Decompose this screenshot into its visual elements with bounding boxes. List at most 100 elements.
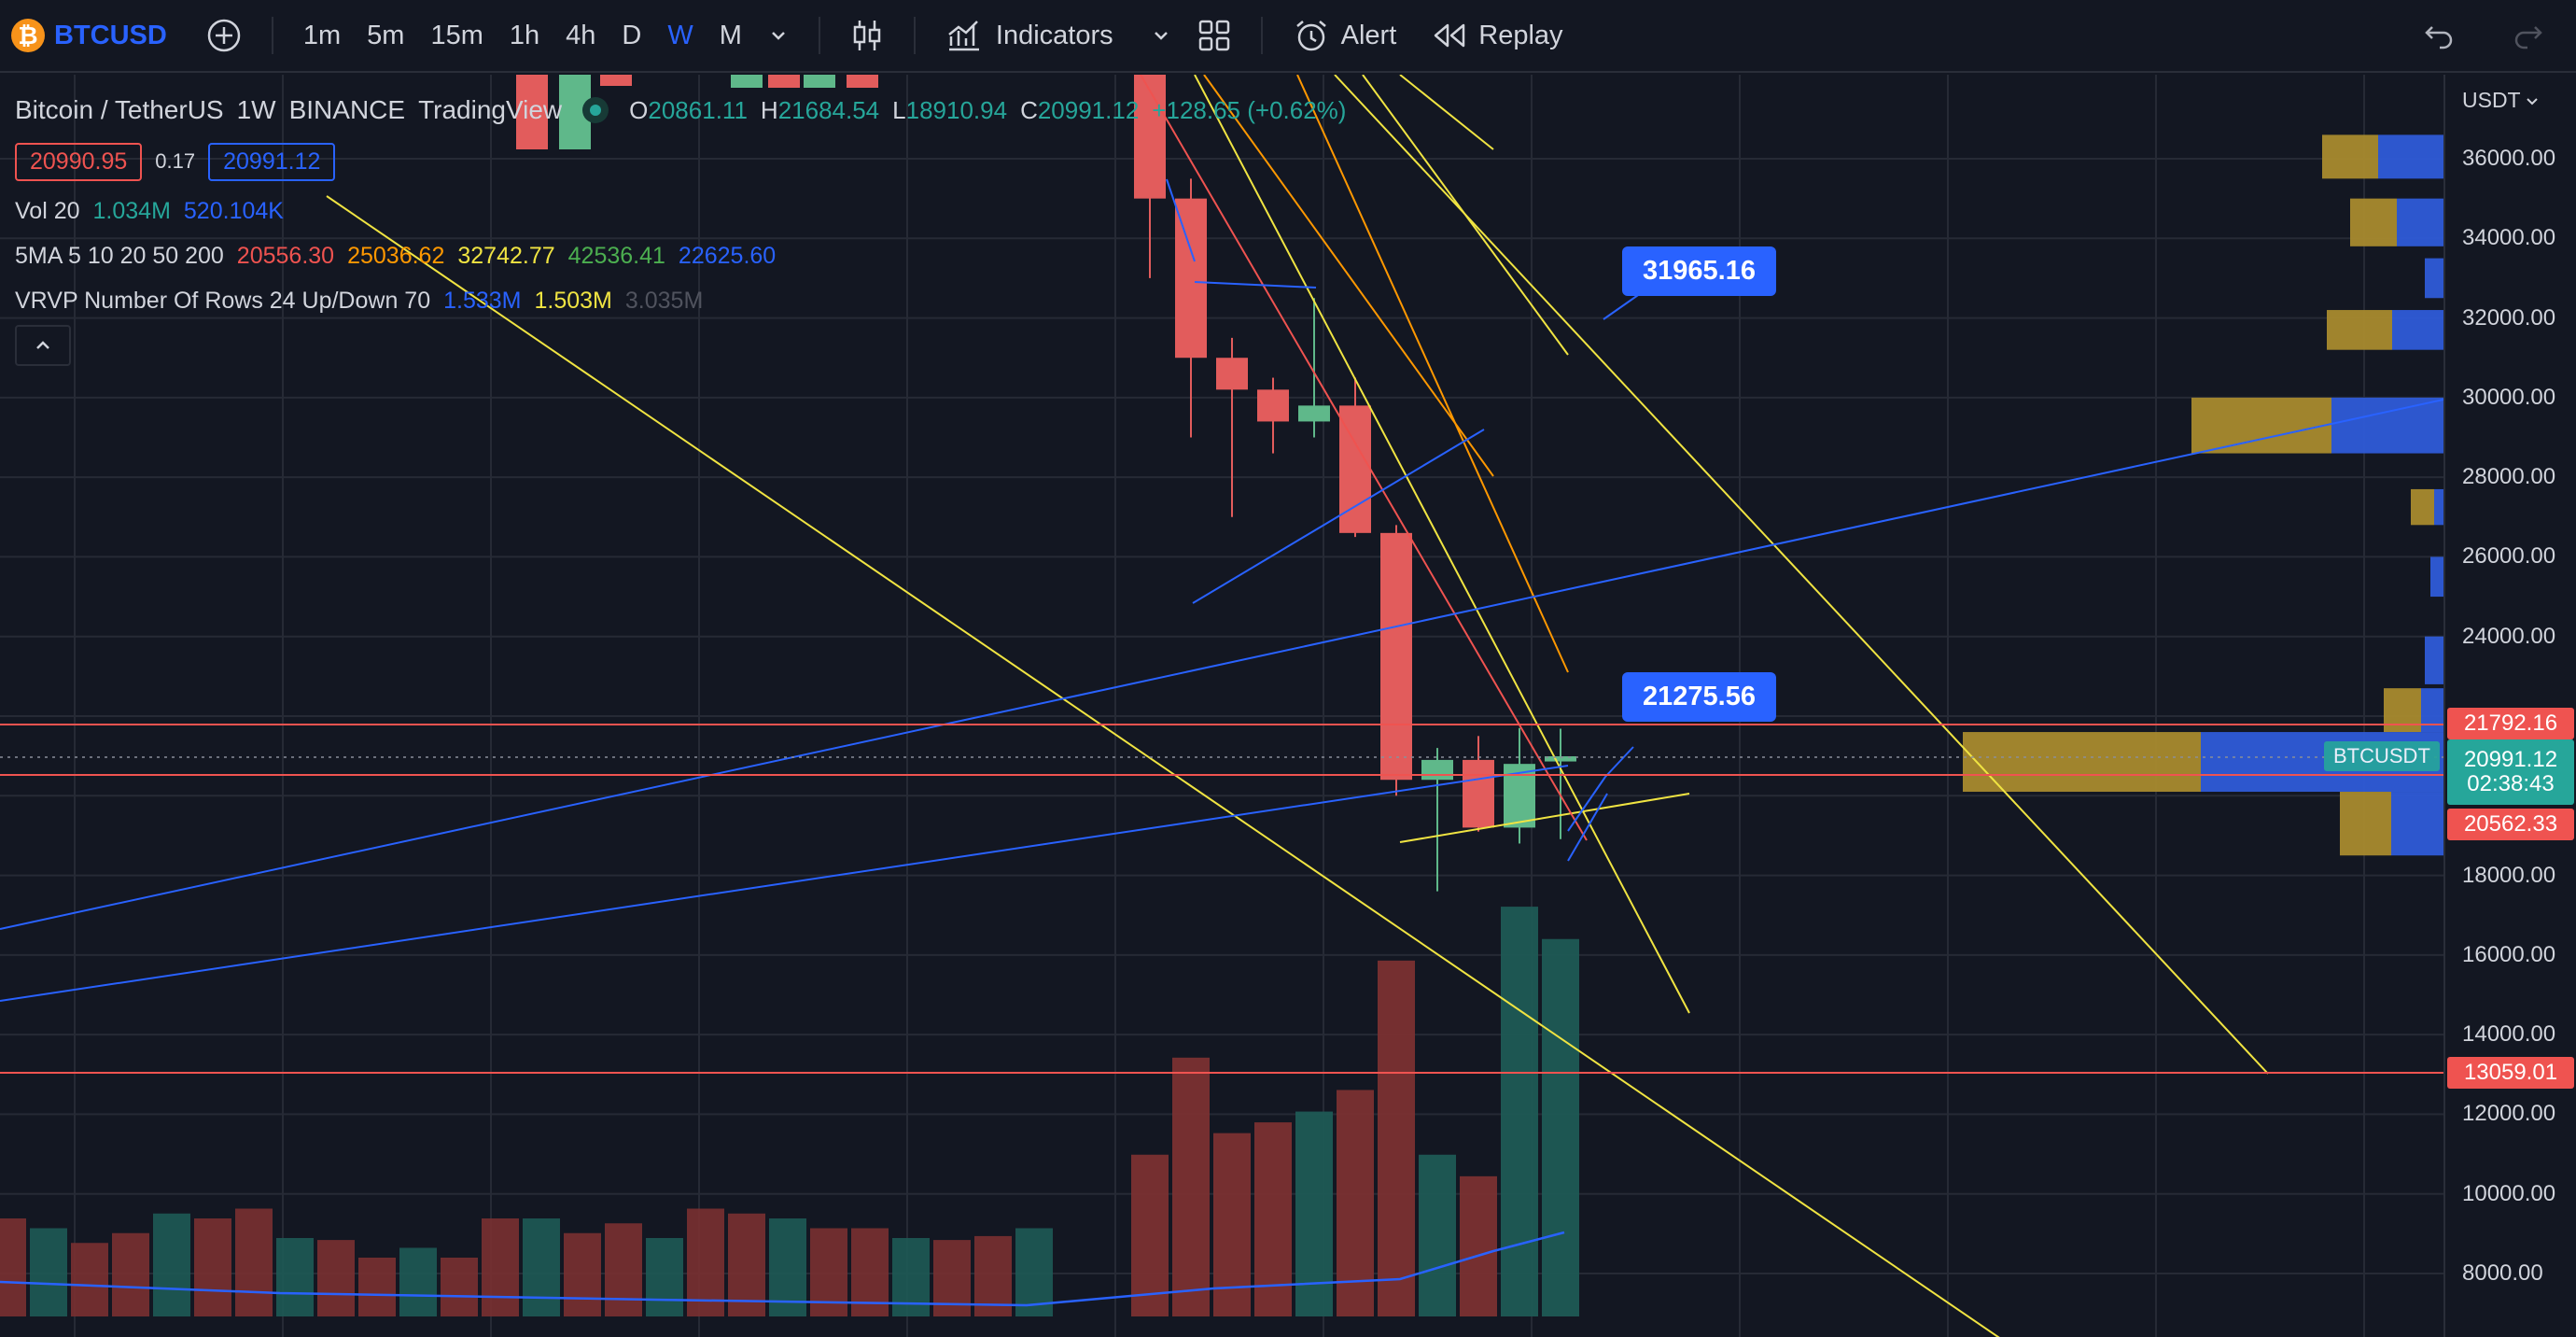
candle-body — [516, 75, 548, 149]
price-callout-upper[interactable]: 31965.16 — [1622, 246, 1776, 296]
volume-value: 1.034M — [92, 197, 171, 224]
volume-bar — [482, 1218, 519, 1316]
layout-grid-icon[interactable] — [1184, 19, 1244, 52]
bid-price-button[interactable]: 20990.95 — [15, 142, 143, 181]
symbol-price-tag: BTCUSDT — [2324, 741, 2440, 771]
ma-indicator-label[interactable]: 5MA 5 10 20 50 200 — [15, 242, 224, 269]
ohlc-h-label: H — [760, 95, 778, 124]
profile-up-bar — [2425, 636, 2443, 684]
vrvp-indicator-label[interactable]: VRVP Number Of Rows 24 Up/Down 70 — [15, 287, 431, 314]
price-tag-13059: 13059.01 — [2447, 1057, 2574, 1089]
volume-bar — [564, 1232, 601, 1316]
drawing-line — [1296, 75, 1569, 673]
volume-bar — [1501, 907, 1538, 1316]
volume-bar — [194, 1218, 231, 1316]
price-tick-label: 24000.00 — [2462, 623, 2556, 649]
compare-add-icon[interactable] — [193, 18, 255, 53]
volume-bar — [1131, 1154, 1169, 1316]
volume-bar — [1295, 1111, 1333, 1316]
alert-button[interactable]: Alert — [1280, 17, 1410, 54]
indicators-label: Indicators — [995, 20, 1113, 50]
price-tag-last: 20991.12 02:38:43 — [2447, 739, 2574, 805]
profile-down-bar — [2340, 792, 2391, 856]
drawing-line — [1603, 292, 1642, 320]
interval-label: 1W — [236, 95, 276, 124]
drawing-line — [1399, 793, 1690, 843]
timeframe-4h[interactable]: 4h — [566, 20, 596, 50]
drawing-line — [0, 399, 2443, 930]
profile-down-bar — [2322, 134, 2378, 179]
candle-body — [600, 75, 632, 86]
redo-icon[interactable] — [2498, 21, 2557, 49]
profile-down-bar — [2191, 397, 2331, 454]
currency-selector[interactable]: USDT — [2462, 88, 2540, 113]
candle-body — [1380, 532, 1412, 781]
price-tick-label: 34000.00 — [2462, 225, 2556, 251]
candle-body — [1421, 759, 1453, 781]
drawing-line — [1362, 75, 1569, 356]
profile-up-bar — [2392, 310, 2443, 350]
timeframe-w[interactable]: W — [667, 20, 693, 50]
price-tick-label: 26000.00 — [2462, 543, 2556, 570]
indicators-button[interactable]: Indicators — [932, 18, 1127, 53]
volume-bar — [769, 1218, 806, 1316]
profile-down-bar — [2327, 310, 2392, 350]
bar-countdown: 02:38:43 — [2467, 771, 2555, 796]
ma-value-3: 32742.77 — [457, 242, 555, 269]
ask-price-button[interactable]: 20991.12 — [208, 142, 336, 181]
volume-bar — [112, 1232, 149, 1316]
volume-bar — [399, 1247, 437, 1316]
indicators-icon — [948, 21, 979, 51]
volume-bar — [1337, 1090, 1374, 1316]
candle-body — [1545, 756, 1576, 762]
profile-down-bar — [2411, 488, 2434, 526]
last-price: 20991.12 — [2463, 747, 2558, 772]
timeframe-15m[interactable]: 15m — [430, 20, 483, 50]
price-axis[interactable]: USDT 36000.00 34000.00 32000.00 30000.00 280… — [2443, 75, 2576, 1337]
drawing-line — [1166, 178, 1196, 262]
volume-bar — [235, 1208, 273, 1316]
separator — [913, 17, 916, 54]
profile-up-bar — [2391, 792, 2443, 856]
spread-value: 0.17 — [155, 149, 196, 173]
volume-bar — [358, 1258, 396, 1316]
drawing-line — [1604, 746, 1634, 778]
price-tick-label: 8000.00 — [2462, 1260, 2543, 1286]
ohlc-l-label: L — [892, 95, 906, 124]
volume-bar — [1172, 1057, 1210, 1316]
price-callout-lower[interactable]: 21275.56 — [1622, 672, 1776, 722]
price-tick-label: 14000.00 — [2462, 1021, 2556, 1048]
timeframe-1m[interactable]: 1m — [302, 20, 342, 50]
volume-bar — [728, 1213, 765, 1316]
candle-style-icon[interactable] — [837, 17, 897, 54]
drawing-line — [1192, 429, 1485, 604]
price-tick-label: 28000.00 — [2462, 464, 2556, 490]
collapse-legend-button[interactable] — [15, 325, 71, 366]
drawing-line — [1140, 75, 1588, 841]
timeframe-group: 1m 5m 15m 1h 4h D W M — [290, 0, 802, 72]
volume-bar — [71, 1243, 108, 1316]
price-tag-lower: 20562.33 — [2447, 809, 2574, 840]
undo-icon[interactable] — [2410, 21, 2470, 49]
symbol-label: BTCUSD — [54, 20, 167, 50]
symbol-search[interactable]: ₿ BTCUSD — [0, 19, 167, 52]
chart-pane[interactable] — [0, 75, 2443, 1337]
volume-indicator-label[interactable]: Vol 20 — [15, 197, 80, 224]
volume-bar — [1419, 1154, 1456, 1316]
replay-button[interactable]: Replay — [1419, 21, 1575, 51]
indicators-dropdown-icon[interactable] — [1138, 25, 1184, 46]
chevron-down-icon[interactable] — [755, 25, 802, 46]
vrvp-down-value: 1.503M — [534, 287, 612, 314]
volume-bar — [317, 1240, 355, 1316]
candle-body — [1175, 198, 1207, 359]
timeframe-d[interactable]: D — [622, 20, 642, 50]
timeframe-1h[interactable]: 1h — [509, 20, 540, 50]
profile-up-bar — [2421, 688, 2443, 733]
chevron-up-icon — [36, 341, 49, 349]
profile-down-bar — [1963, 732, 2201, 793]
timeframe-m[interactable]: M — [719, 20, 742, 50]
alarm-clock-icon — [1295, 21, 1326, 51]
profile-up-bar — [2430, 556, 2443, 598]
volume-bar — [605, 1223, 642, 1316]
timeframe-5m[interactable]: 5m — [367, 20, 405, 50]
